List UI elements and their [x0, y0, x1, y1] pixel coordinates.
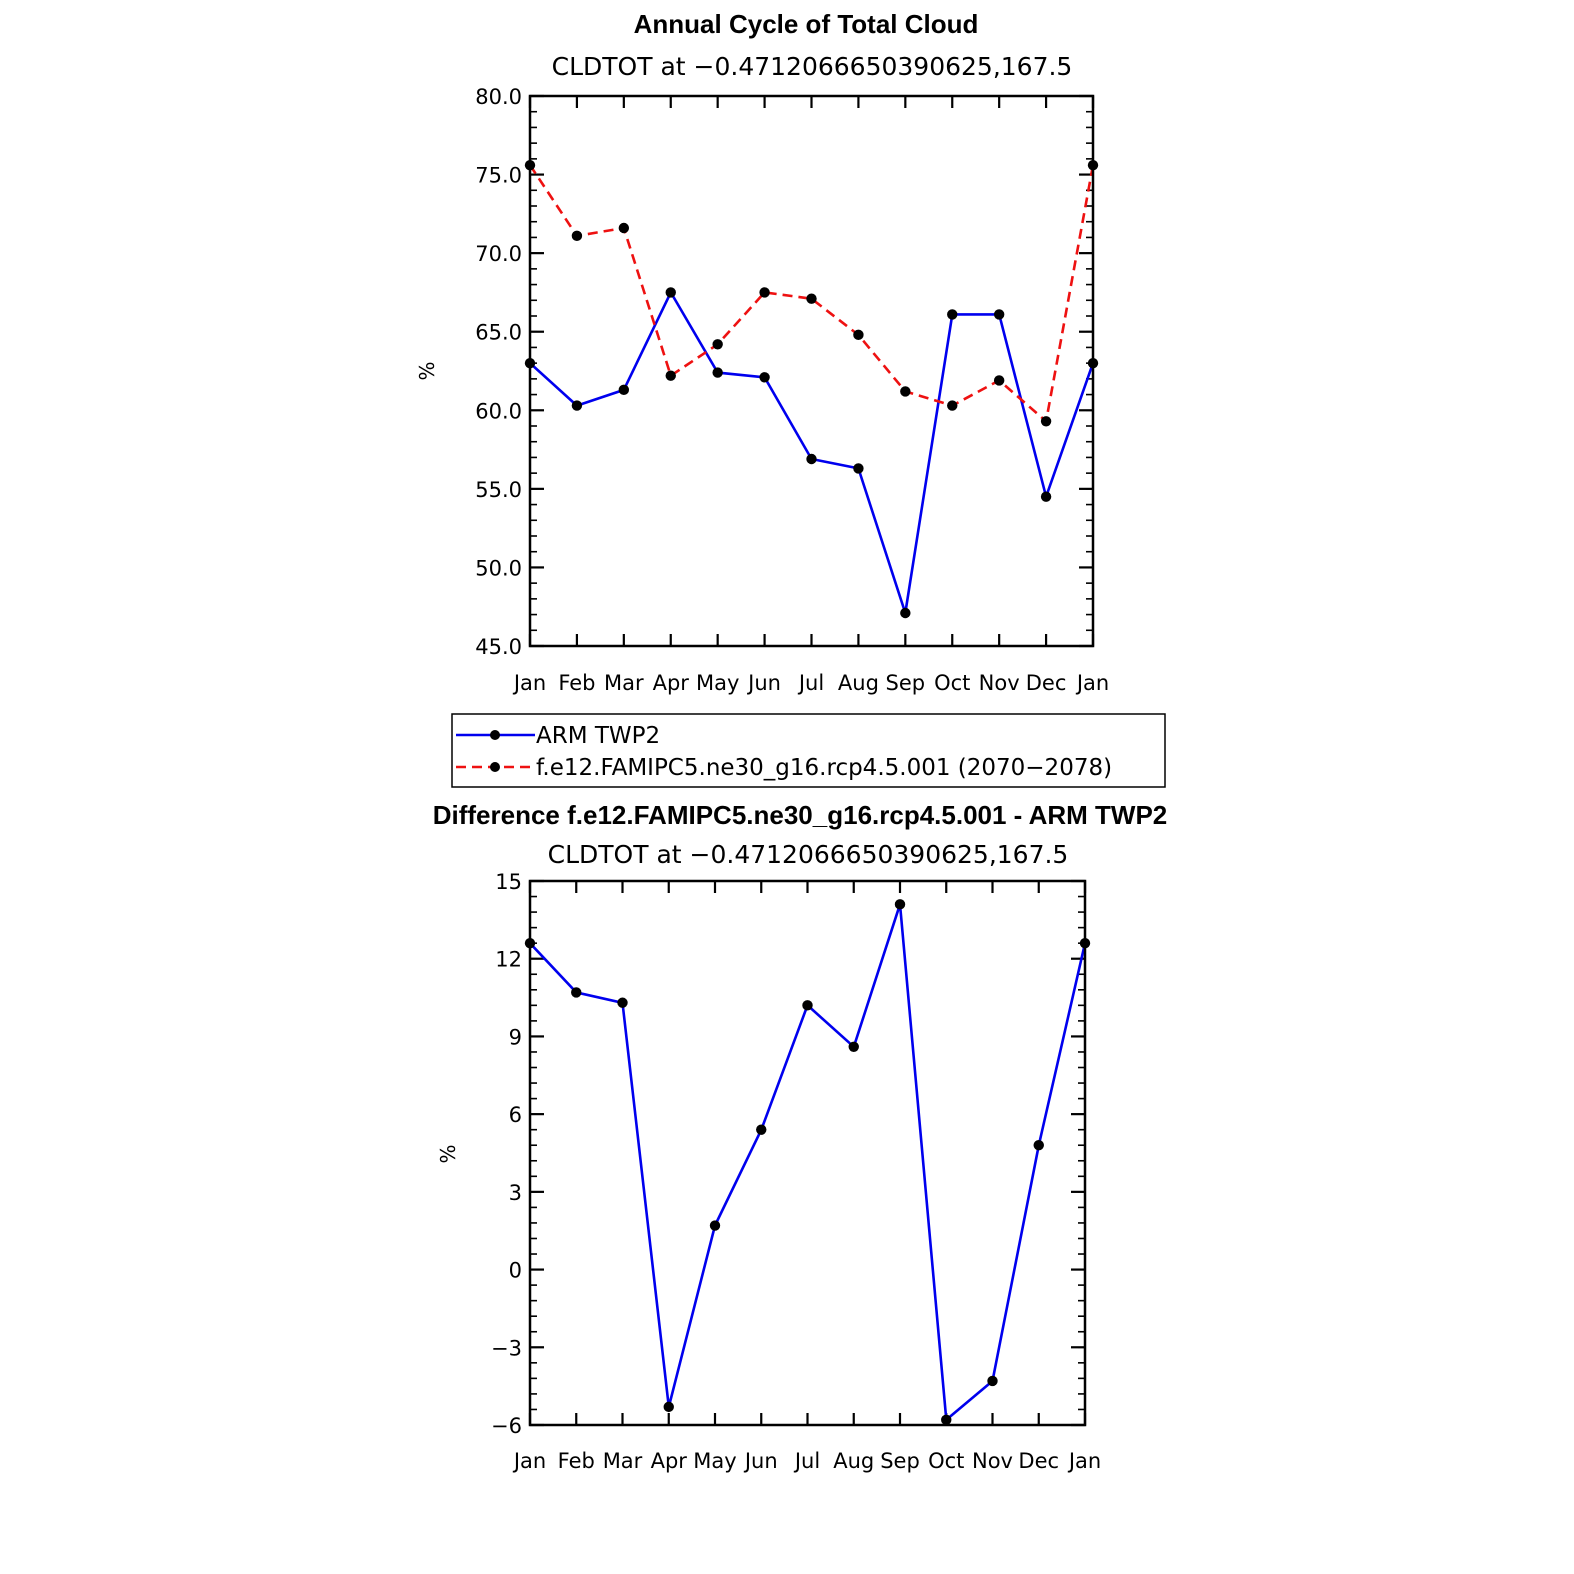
- x-tick-label: Apr: [651, 1449, 688, 1473]
- y-tick-label: −3: [491, 1336, 522, 1360]
- data-point: [848, 1041, 859, 1052]
- x-tick-label: May: [693, 1449, 736, 1473]
- plot-frame: [528, 879, 1087, 1427]
- x-tick-label: Feb: [558, 671, 595, 695]
- data-point: [712, 339, 723, 350]
- axes: Jan Feb Mar Apr May Jun Jul Aug Sep Oct Nov Dec Jan 1…: [491, 870, 1101, 1473]
- y-tick-label: 60.0: [475, 399, 522, 423]
- data-point: [665, 370, 676, 381]
- axes: Jan Feb Mar Apr May Jun Jul Aug Sep Oct Nov Dec Jan 8…: [475, 85, 1109, 695]
- y-tick-label: 15: [495, 870, 522, 894]
- y-tick-label: 65.0: [475, 321, 522, 345]
- x-tick-label: Nov: [979, 671, 1020, 695]
- y-tick-label: 12: [495, 948, 522, 972]
- y-tick-label: 45.0: [475, 635, 522, 659]
- x-tick-label: Mar: [604, 671, 644, 695]
- annual-cycle-chart: Annual Cycle of Total Cloud CLDTOT at −0…: [415, 9, 1109, 695]
- x-tick-label: Jul: [793, 1449, 820, 1473]
- data-point: [806, 293, 817, 304]
- y-tick-label: 50.0: [475, 556, 522, 580]
- legend-box: [451, 713, 1166, 788]
- x-tick-label: Jan: [1067, 1449, 1101, 1473]
- data-point: [571, 230, 583, 242]
- x-tick-label: Sep: [880, 1449, 920, 1473]
- x-tick-label: Aug: [838, 671, 879, 695]
- data-point: [853, 463, 864, 474]
- legend: ARM TWP2 f.e12.FAMIPC5.ne30_g16.rcp4.5.0…: [451, 713, 1166, 788]
- x-tick-label: Dec: [1018, 1449, 1059, 1473]
- data-point: [571, 400, 583, 411]
- series-layer: [524, 159, 1099, 619]
- y-tick-label: −6: [491, 1414, 522, 1438]
- data-point: [894, 899, 906, 910]
- plot-frame: [528, 94, 1095, 648]
- x-tick-label: Jun: [743, 1449, 778, 1473]
- legend-label-arm-twp2: ARM TWP2: [536, 723, 660, 749]
- y-tick-label: 9: [509, 1025, 522, 1049]
- x-tick-label: Jan: [512, 1449, 546, 1473]
- data-point: [993, 309, 1005, 320]
- x-tick-label: Feb: [558, 1449, 595, 1473]
- data-point: [1040, 491, 1052, 502]
- series-layer: [524, 899, 1091, 1426]
- chart-title: Annual Cycle of Total Cloud: [634, 9, 979, 39]
- data-point: [709, 1220, 721, 1231]
- data-point: [806, 453, 817, 465]
- y-tick-label: 55.0: [475, 478, 522, 502]
- data-point: [900, 386, 911, 397]
- x-tick-label: Oct: [934, 671, 970, 695]
- data-point: [1040, 416, 1052, 427]
- chart-subtitle: CLDTOT at −0.4712066650390625,167.5: [548, 840, 1069, 869]
- data-point: [663, 1401, 674, 1413]
- series-line-0: [529, 903, 1087, 1423]
- data-point: [987, 1375, 998, 1387]
- data-point: [947, 400, 958, 411]
- data-point: [1033, 1140, 1044, 1151]
- x-tick-label: May: [696, 671, 739, 695]
- x-tick-label: Aug: [833, 1449, 874, 1473]
- x-tick-label: Sep: [886, 671, 926, 695]
- y-tick-label: 3: [509, 1181, 522, 1205]
- x-tick-label: Nov: [972, 1449, 1013, 1473]
- y-tick-label: 0: [509, 1259, 522, 1283]
- data-point: [571, 987, 582, 998]
- y-tick-label: 70.0: [475, 242, 522, 266]
- difference-chart: Difference f.e12.FAMIPC5.ne30_g16.rcp4.5…: [433, 800, 1168, 1473]
- y-tick-label: 6: [509, 1103, 522, 1127]
- y-axis-label: %: [415, 361, 439, 380]
- data-point: [756, 1124, 767, 1135]
- x-tick-label: Jan: [512, 671, 546, 695]
- series-line-0: [529, 289, 1095, 614]
- legend-label-model: f.e12.FAMIPC5.ne30_g16.rcp4.5.001 (2070−…: [536, 755, 1112, 781]
- data-point: [853, 329, 864, 341]
- data-point: [618, 384, 630, 396]
- data-point: [802, 1000, 813, 1011]
- data-point: [618, 222, 630, 234]
- data-point: [900, 607, 911, 619]
- chart-title: Difference f.e12.FAMIPC5.ne30_g16.rcp4.5…: [433, 800, 1168, 830]
- legend-marker-model: [490, 762, 500, 772]
- x-tick-label: Jan: [1075, 671, 1109, 695]
- data-point: [617, 997, 628, 1008]
- series-line-1: [528, 164, 1095, 424]
- y-axis-label: %: [436, 1144, 460, 1163]
- x-tick-label: Oct: [928, 1449, 964, 1473]
- x-tick-label: Apr: [653, 671, 690, 695]
- data-point: [759, 287, 770, 298]
- chart-subtitle: CLDTOT at −0.4712066650390625,167.5: [552, 52, 1073, 81]
- data-point: [712, 367, 723, 378]
- data-point: [993, 375, 1005, 386]
- y-tick-label: 80.0: [475, 85, 522, 109]
- x-tick-label: Dec: [1026, 671, 1067, 695]
- data-point: [941, 1414, 952, 1426]
- x-tick-label: Mar: [603, 1449, 643, 1473]
- y-tick-label: 75.0: [475, 164, 522, 188]
- legend-marker-arm-twp2: [490, 730, 500, 740]
- x-tick-label: Jun: [746, 671, 781, 695]
- x-tick-label: Jul: [797, 671, 824, 695]
- data-point: [759, 372, 770, 383]
- data-point: [947, 309, 958, 320]
- data-point: [665, 287, 676, 298]
